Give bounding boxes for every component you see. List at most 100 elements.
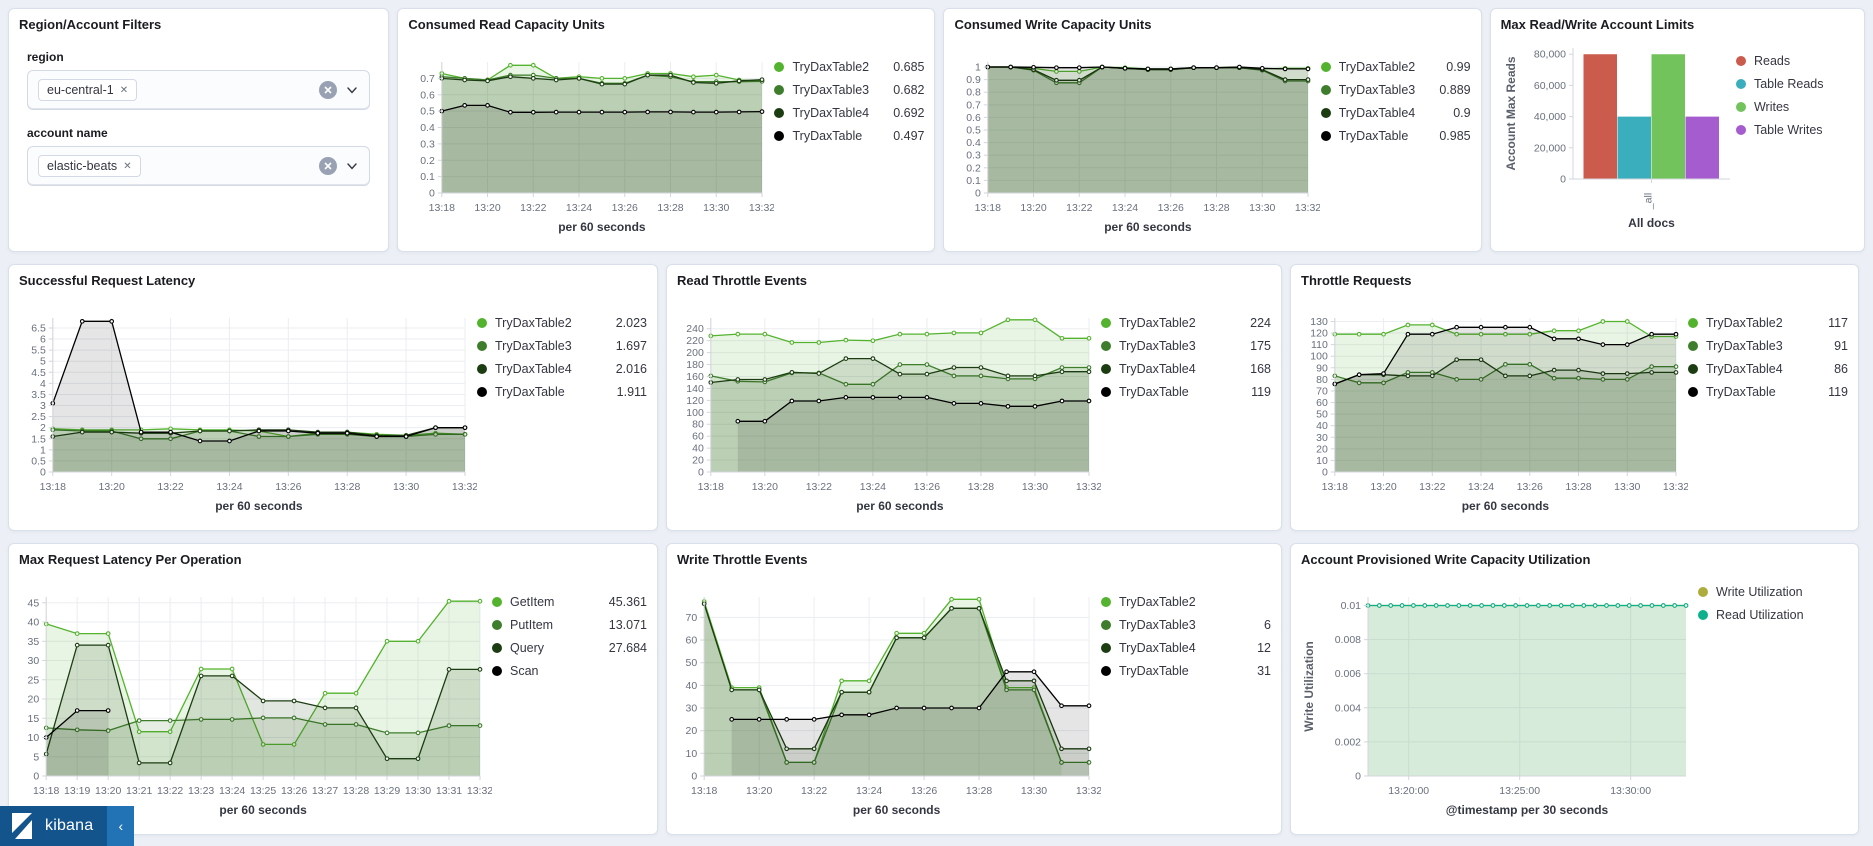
panel-title: Throttle Requests (1301, 273, 1412, 288)
svg-text:5.5: 5.5 (31, 345, 46, 357)
remove-token-icon[interactable]: ✕ (119, 84, 129, 96)
write-throttle-events-chart[interactable]: 0 10 20 30 40 50 60 70 13:18 13:20 13:22 13:24 13:26… (677, 569, 1101, 826)
chart-canvas[interactable]: 0 10 20 30 40 50 60 70 13:18 13:20 13:22 13:24 13:26… (677, 569, 1101, 826)
chart-canvas[interactable]: 0 20,000 40,000 60,000 80,000 _all All docs Acc… (1501, 34, 1736, 243)
legend-item[interactable]: Reads (1735, 54, 1854, 68)
legend-item[interactable]: GetItem 45.361 (492, 595, 647, 609)
chart-legend: TryDaxTable2 2.023 TryDaxTable3 1.697 TryDax… (477, 290, 647, 522)
consumed-write-capacity-chart[interactable]: 0 0.1 0.2 0.3 0.4 0.5 0.6 0.7 0.8 0.9 1 13:18 13:20 1… (954, 34, 1321, 243)
legend-item[interactable]: TryDaxTable3 175 (1101, 339, 1271, 353)
chart-canvas[interactable]: 00.511.522.533.544.555.566.5 13:18 13:20 13… (19, 290, 477, 522)
legend-item[interactable]: Write Utilization (1698, 585, 1848, 599)
consumed-read-capacity-chart[interactable]: 0 0.1 0.2 0.3 0.4 0.5 0.6 0.7 13:18 13:20 13:22 13:… (408, 34, 774, 243)
legend-series-dot (1688, 341, 1698, 351)
legend-item[interactable]: Table Reads (1735, 77, 1854, 91)
legend-series-name: GetItem (510, 595, 555, 609)
legend-series-value: 0.99 (1446, 60, 1471, 74)
legend-item[interactable]: TryDaxTable 119 (1688, 385, 1848, 399)
legend-item[interactable]: TryDaxTable 1.911 (477, 385, 647, 399)
legend-item[interactable]: Scan (492, 664, 647, 678)
chart-canvas[interactable]: 0 5 10 15 20 25 30 35 40 45 13:18 13:19 13:20 13:21 13… (19, 569, 492, 826)
legend-series-dot (1320, 62, 1331, 72)
clear-selection-icon[interactable] (319, 81, 338, 99)
legend-series-dot (1688, 318, 1698, 328)
chart-canvas[interactable]: 0 0.002 0.004 0.006 0.008 0.01 13:20:00 13:25:0… (1301, 569, 1698, 826)
legend-series-name: TryDaxTable3 (1338, 83, 1416, 97)
legend-item[interactable]: Writes (1735, 100, 1854, 114)
panel-max-request-latency-per-operation: Max Request Latency Per Operation 0 5 10 15… (8, 543, 658, 835)
legend-series-dot (1101, 620, 1111, 630)
chevron-down-icon[interactable] (345, 159, 359, 173)
legend-series-value: 117 (1828, 316, 1848, 330)
sidebar-collapse-button[interactable]: ‹ (107, 806, 135, 846)
svg-text:13:30: 13:30 (405, 785, 431, 797)
legend-series-value: 31 (1257, 664, 1271, 678)
legend-series-value: 0.692 (893, 106, 925, 120)
panel-account-provisioned-write-capacity-utilization: Account Provisioned Write Capacity Utili… (1290, 543, 1859, 835)
legend-item[interactable]: PutItem 13.071 (492, 618, 647, 632)
legend-item[interactable]: TryDaxTable4 0.692 (774, 106, 924, 120)
read-throttle-events-chart[interactable]: 0 20 40 60 80 100 120 140 160 180 200 220 240 13:18 13… (677, 290, 1101, 522)
legend-item[interactable]: TryDaxTable 31 (1101, 664, 1271, 678)
remove-token-icon[interactable]: ✕ (123, 160, 132, 172)
svg-text:0: 0 (1322, 467, 1328, 479)
svg-text:13:26: 13:26 (275, 481, 301, 493)
region-token-label: eu-central-1 (47, 83, 114, 97)
account-token[interactable]: elastic-beats ✕ (38, 155, 141, 177)
dashboard-row-1: Region/Account Filters region eu-central… (8, 8, 1865, 252)
legend-item[interactable]: TryDaxTable3 0.682 (774, 83, 924, 97)
chevron-left-icon: ‹ (118, 818, 124, 834)
legend-item[interactable]: Table Writes (1735, 123, 1854, 137)
region-token[interactable]: eu-central-1 ✕ (38, 79, 138, 101)
legend-item[interactable]: TryDaxTable 119 (1101, 385, 1271, 399)
max-request-latency-chart[interactable]: 0 5 10 15 20 25 30 35 40 45 13:18 13:19 13:20 13:21 13… (19, 569, 492, 826)
legend-item[interactable]: TryDaxTable 0.985 (1320, 129, 1471, 143)
svg-text:13:24: 13:24 (860, 481, 886, 493)
legend-item[interactable]: TryDaxTable2 0.99 (1320, 60, 1471, 74)
legend-item[interactable]: TryDaxTable4 12 (1101, 641, 1271, 655)
chevron-down-icon[interactable] (345, 83, 359, 97)
svg-text:40: 40 (28, 617, 40, 629)
account-limits-bar-chart[interactable]: 0 20,000 40,000 60,000 80,000 _all All docs Acc… (1501, 34, 1736, 243)
account-name-combobox[interactable]: elastic-beats ✕ (27, 146, 371, 186)
svg-text:0.6: 0.6 (967, 112, 982, 124)
dashboard-row-3: Max Request Latency Per Operation 0 5 10 15… (8, 543, 1865, 835)
legend-item[interactable]: TryDaxTable3 0.889 (1320, 83, 1471, 97)
legend-item[interactable]: TryDaxTable2 0.685 (774, 60, 924, 74)
region-combobox[interactable]: eu-central-1 ✕ (27, 70, 371, 110)
legend-item[interactable]: TryDaxTable3 91 (1688, 339, 1848, 353)
svg-text:0.9: 0.9 (967, 74, 982, 86)
legend-item[interactable]: TryDaxTable3 1.697 (477, 339, 647, 353)
legend-item[interactable]: TryDaxTable4 168 (1101, 362, 1271, 376)
successful-request-latency-chart[interactable]: 0 0.5 1 1.5 2 2.5 3 3.5 4 4.5 5 5.5 6 6.5 13:18 13:20 13… (19, 290, 477, 522)
legend-item[interactable]: TryDaxTable2 2.023 (477, 316, 647, 330)
chart-canvas[interactable]: 0 0.1 0.2 0.3 0.4 0.5 0.6 0.7 13:18 13:20 13:22 13:… (408, 34, 774, 243)
svg-text:13:20: 13:20 (746, 785, 772, 797)
legend-item[interactable]: TryDaxTable2 (1101, 595, 1271, 609)
clear-selection-icon[interactable] (319, 157, 338, 175)
throttle-requests-chart[interactable]: 0 10 20 30 40 50 60 70 80 90 100 110 120 130 13:18 13:2… (1301, 290, 1688, 522)
svg-text:13:24: 13:24 (216, 481, 242, 493)
kibana-logo[interactable]: kibana (0, 806, 108, 846)
legend-item[interactable]: TryDaxTable4 0.9 (1320, 106, 1471, 120)
svg-text:13:28: 13:28 (658, 202, 684, 214)
svg-text:13:31: 13:31 (436, 785, 462, 797)
legend-item[interactable]: Read Utilization (1698, 608, 1848, 622)
legend-item[interactable]: TryDaxTable2 117 (1688, 316, 1848, 330)
legend-series-name: TryDaxTable2 (1119, 595, 1196, 609)
legend-item[interactable]: TryDaxTable 0.497 (774, 129, 924, 143)
svg-text:80: 80 (1316, 374, 1328, 386)
svg-text:40: 40 (1316, 420, 1328, 432)
legend-item[interactable]: TryDaxTable2 224 (1101, 316, 1271, 330)
svg-text:13:20:00: 13:20:00 (1388, 785, 1429, 797)
legend-item[interactable]: Query 27.684 (492, 641, 647, 655)
chart-canvas[interactable]: 00.10.20.30.40.50.60.70.80.91 13:18 13:20 1… (954, 34, 1321, 243)
write-capacity-utilization-chart[interactable]: 0 0.002 0.004 0.006 0.008 0.01 13:20:00 13:25:0… (1301, 569, 1698, 826)
legend-item[interactable]: TryDaxTable4 86 (1688, 362, 1848, 376)
svg-text:0.2: 0.2 (421, 155, 436, 167)
svg-text:13:26: 13:26 (612, 202, 638, 214)
legend-item[interactable]: TryDaxTable3 6 (1101, 618, 1271, 632)
legend-item[interactable]: TryDaxTable4 2.016 (477, 362, 647, 376)
